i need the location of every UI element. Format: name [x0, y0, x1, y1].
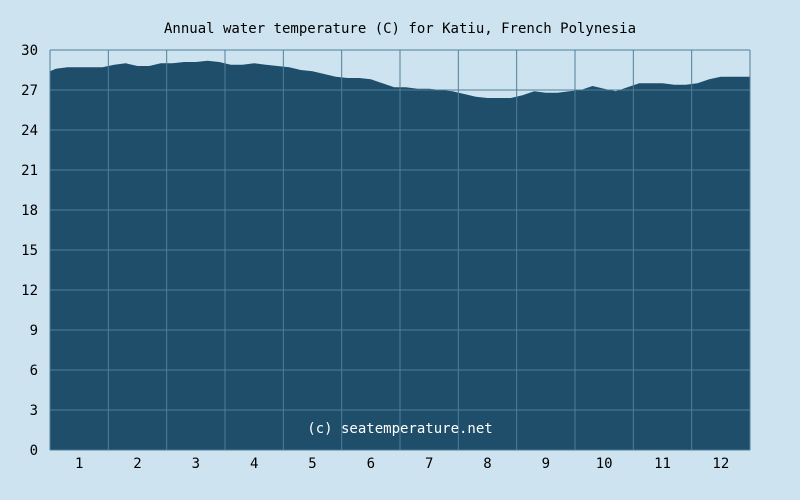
- x-tick-label: 7: [425, 456, 433, 472]
- x-tick-label: 12: [712, 456, 729, 472]
- y-tick-label: 12: [21, 283, 38, 299]
- y-tick-label: 3: [30, 403, 38, 419]
- chart-title: Annual water temperature (C) for Katiu, …: [164, 21, 636, 37]
- y-tick-label: 6: [30, 363, 38, 379]
- x-tick-label: 4: [250, 456, 258, 472]
- y-tick-label: 18: [21, 203, 38, 219]
- x-tick-label: 3: [192, 456, 200, 472]
- y-tick-label: 27: [21, 83, 38, 99]
- x-tick-label: 10: [596, 456, 613, 472]
- y-tick-label: 0: [30, 443, 38, 459]
- x-tick-label: 1: [75, 456, 83, 472]
- y-tick-label: 24: [21, 123, 38, 139]
- x-tick-label: 9: [542, 456, 550, 472]
- x-tick-label: 5: [308, 456, 316, 472]
- x-tick-label: 2: [133, 456, 141, 472]
- y-tick-label: 15: [21, 243, 38, 259]
- watermark: (c) seatemperature.net: [307, 421, 492, 437]
- y-tick-label: 9: [30, 323, 38, 339]
- x-tick-label: 11: [654, 456, 671, 472]
- y-tick-label: 30: [21, 43, 38, 59]
- gridlines: [49, 49, 751, 451]
- x-tick-label: 8: [483, 456, 491, 472]
- y-tick-label: 21: [21, 163, 38, 179]
- x-tick-label: 6: [367, 456, 375, 472]
- y-axis-ticks: 0 3 6 9 12 15 18 21 24 27 30: [21, 43, 38, 459]
- x-axis-ticks: 1 2 3 4 5 6 7 8 9 10 11 12: [75, 456, 729, 472]
